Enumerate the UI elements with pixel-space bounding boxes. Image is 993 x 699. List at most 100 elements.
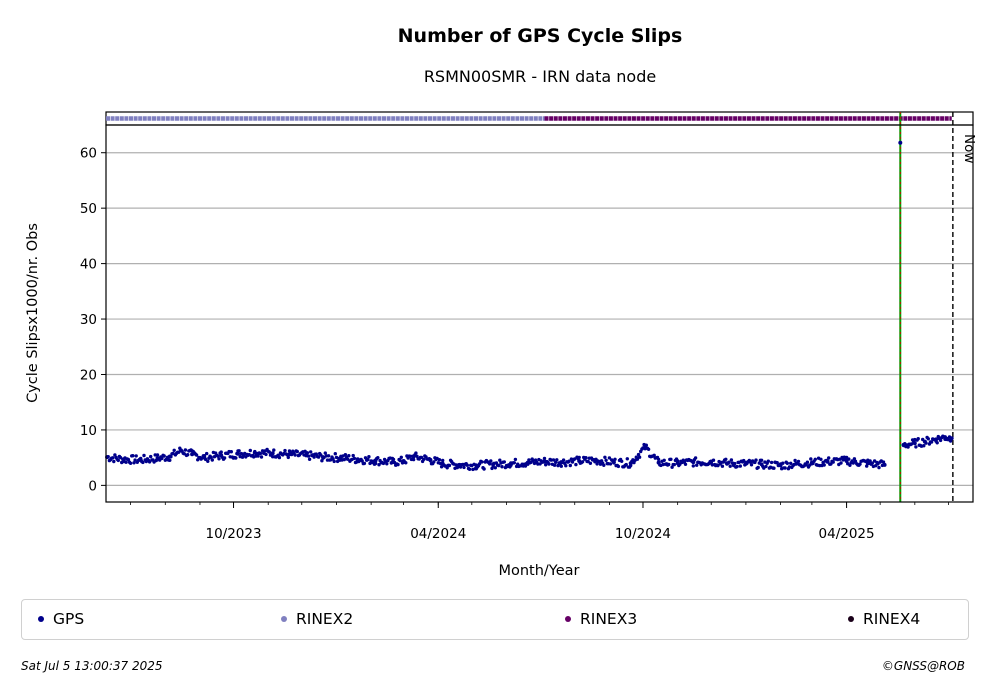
data-point xyxy=(547,462,551,466)
data-point xyxy=(149,454,153,459)
data-point xyxy=(733,461,737,466)
data-point xyxy=(898,140,903,145)
data-point xyxy=(373,461,378,466)
data-point xyxy=(112,459,116,464)
data-point xyxy=(155,453,160,457)
data-point xyxy=(147,460,152,464)
data-point xyxy=(286,455,290,460)
data-point xyxy=(564,464,568,468)
data-point xyxy=(411,454,416,459)
data-point xyxy=(595,462,599,466)
data-point xyxy=(559,460,564,465)
data-point xyxy=(493,466,497,470)
data-point xyxy=(342,457,346,462)
data-point xyxy=(759,462,764,467)
data-point xyxy=(672,462,676,467)
data-point xyxy=(607,456,612,460)
data-point xyxy=(635,457,640,461)
data-point xyxy=(551,458,556,462)
data-point xyxy=(813,457,817,461)
legend-label: GPS xyxy=(53,610,85,628)
data-point xyxy=(343,453,348,457)
data-point xyxy=(267,450,271,454)
y-axis: 0 10 20 30 40 50 60 xyxy=(80,146,106,494)
y-tick-label: 30 xyxy=(80,312,97,328)
data-point xyxy=(347,454,351,458)
footer-timestamp: Sat Jul 5 13:00:37 2025 xyxy=(21,659,163,673)
data-point xyxy=(934,437,939,442)
data-point xyxy=(611,460,616,465)
data-point xyxy=(831,460,835,464)
data-point xyxy=(248,448,252,453)
data-point xyxy=(131,454,135,458)
data-point xyxy=(637,455,642,459)
data-point xyxy=(376,456,380,460)
data-point xyxy=(829,462,833,466)
data-point xyxy=(183,448,188,452)
data-point xyxy=(766,459,770,463)
data-point xyxy=(411,457,416,462)
data-point xyxy=(709,459,714,464)
data-point xyxy=(172,448,176,452)
y-tick-label: 60 xyxy=(80,146,97,162)
data-point xyxy=(848,463,852,467)
rinex4-marker-icon xyxy=(848,616,854,622)
data-point xyxy=(160,456,164,461)
data-point xyxy=(338,455,343,460)
data-point xyxy=(498,458,502,462)
y-tick-label: 10 xyxy=(80,423,97,439)
data-point xyxy=(351,453,355,458)
data-point xyxy=(580,460,585,464)
data-point xyxy=(256,454,260,458)
y-tick-label: 0 xyxy=(88,478,97,494)
data-point xyxy=(447,463,452,468)
now-label: Now xyxy=(961,134,977,163)
data-point xyxy=(675,461,680,466)
data-point xyxy=(304,453,309,458)
data-point xyxy=(552,463,557,467)
data-point xyxy=(209,455,213,459)
data-point xyxy=(620,459,624,463)
data-point xyxy=(909,442,914,446)
x-tick-label: 04/2025 xyxy=(819,526,875,542)
data-point xyxy=(333,452,337,456)
data-point xyxy=(667,462,671,467)
data-point xyxy=(283,448,287,453)
data-point xyxy=(769,460,774,465)
chart-subtitle: RSMN00SMR - IRN data node xyxy=(424,67,656,86)
data-point xyxy=(258,451,263,456)
data-point xyxy=(219,450,223,454)
data-point xyxy=(497,463,501,468)
data-point xyxy=(437,458,442,462)
data-point xyxy=(738,464,742,468)
data-point xyxy=(669,457,673,461)
data-point xyxy=(428,457,433,462)
data-point xyxy=(312,455,316,459)
data-point xyxy=(865,461,870,466)
data-point xyxy=(577,459,582,463)
data-point xyxy=(825,459,830,464)
data-point xyxy=(805,460,810,464)
gps-marker-icon xyxy=(38,616,44,622)
x-tick-label: 10/2024 xyxy=(615,526,671,542)
data-point xyxy=(186,453,190,457)
data-point xyxy=(949,436,954,441)
data-point xyxy=(568,463,572,468)
data-point xyxy=(858,462,862,466)
data-point xyxy=(656,457,661,462)
legend-item-gps: GPS xyxy=(38,600,84,638)
data-point xyxy=(396,462,400,467)
data-point xyxy=(128,461,133,465)
data-point xyxy=(398,458,402,463)
data-point xyxy=(270,451,275,456)
data-point xyxy=(783,466,787,470)
data-point xyxy=(474,463,479,468)
rinex2-marker-icon xyxy=(281,616,287,622)
data-point xyxy=(759,458,764,462)
data-point xyxy=(345,457,350,461)
data-point xyxy=(390,460,395,465)
data-point xyxy=(323,451,327,455)
data-point xyxy=(116,458,121,463)
data-point xyxy=(237,449,241,453)
data-point xyxy=(234,456,238,460)
